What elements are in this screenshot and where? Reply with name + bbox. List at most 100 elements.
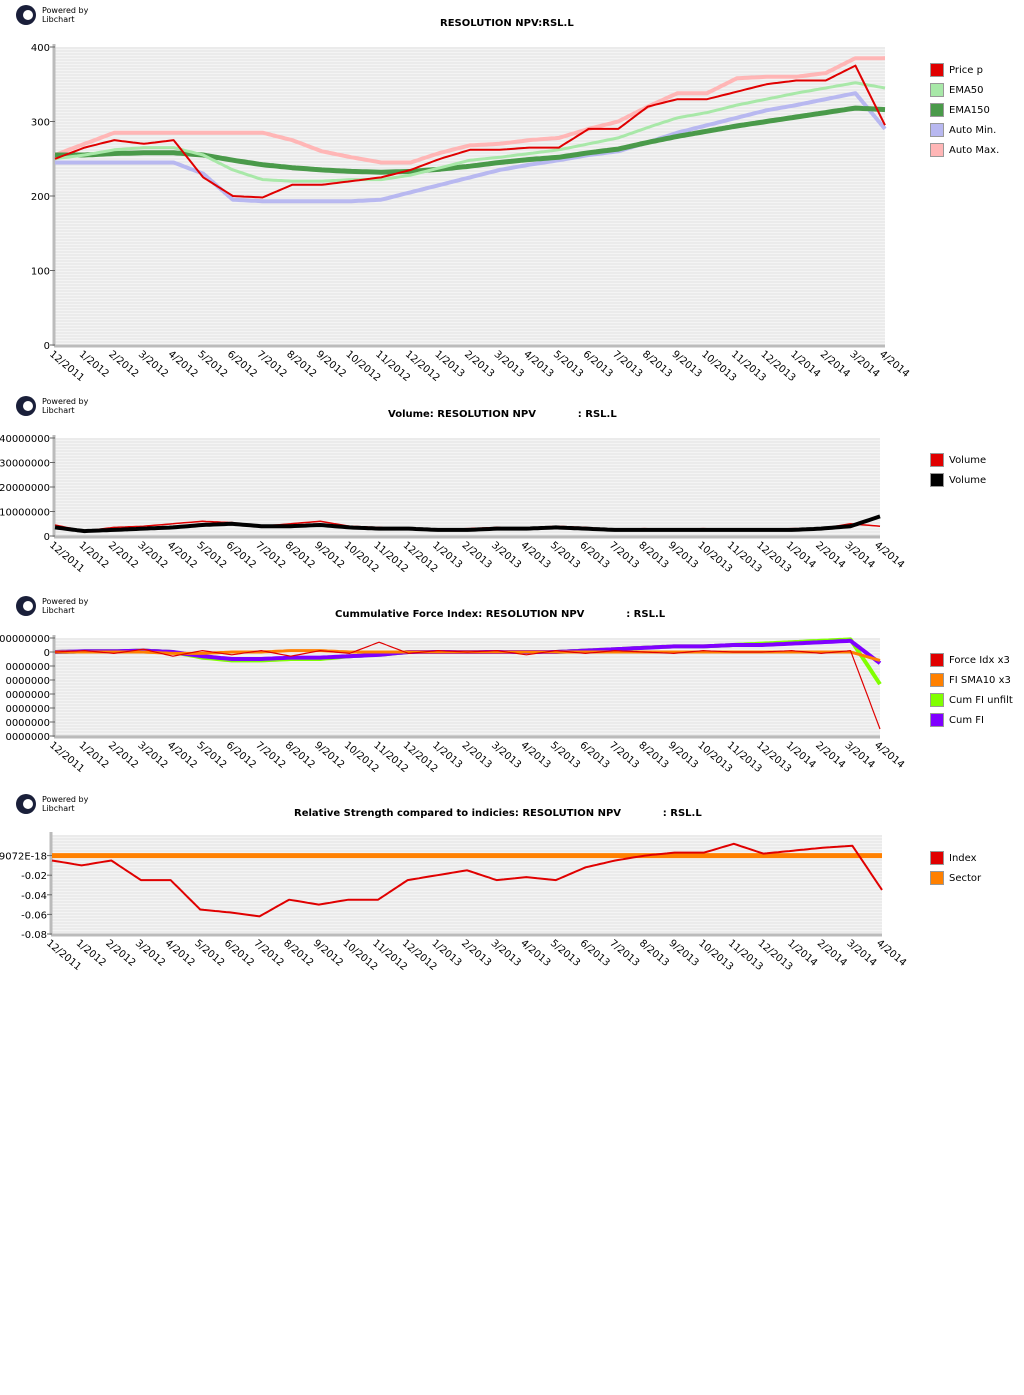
x-tick-label: 6/2012 bbox=[222, 938, 256, 969]
legend-label: Cum FI unfilt bbox=[949, 694, 1013, 706]
logo-line2: Libchart bbox=[42, 606, 75, 615]
y-tick-label: 400 bbox=[31, 43, 50, 54]
x-tick-label: 8/2012 bbox=[281, 938, 315, 969]
logo-text: Powered by Libchart bbox=[42, 6, 88, 24]
x-tick-label: 2/2013 bbox=[459, 938, 493, 969]
legend-swatch bbox=[930, 63, 944, 77]
legend-swatch bbox=[930, 473, 944, 487]
logo-text: Powered by Libchart bbox=[42, 597, 88, 615]
y-tick-label: 300 bbox=[31, 118, 50, 129]
logo-text: Powered by Libchart bbox=[42, 397, 88, 415]
libchart-logo-icon bbox=[16, 5, 36, 25]
legend-item: Force Idx x3 bbox=[930, 650, 1013, 670]
libchart-logo-icon bbox=[16, 396, 36, 416]
legend-item: Volume bbox=[930, 450, 986, 470]
logo-line2: Libchart bbox=[42, 804, 75, 813]
libchart-logo: Powered by Libchart bbox=[16, 396, 88, 416]
y-tick-label: 30000000 bbox=[0, 459, 50, 470]
legend-swatch bbox=[930, 83, 944, 97]
legend-item: Index bbox=[930, 848, 981, 868]
legend-label: Force Idx x3 bbox=[949, 654, 1010, 666]
legend-swatch bbox=[930, 713, 944, 727]
y-tick-label: 10000000 bbox=[0, 508, 50, 519]
libchart-logo-icon bbox=[16, 794, 36, 814]
x-tick-label: 4/2014 bbox=[874, 938, 908, 969]
series-line-auto-min- bbox=[55, 91, 887, 204]
libchart-logo: Powered by Libchart bbox=[16, 794, 88, 814]
x-tick-label: 7/2012 bbox=[252, 938, 286, 969]
x-tick-label: 4/2013 bbox=[518, 938, 552, 969]
legend: Index Sector bbox=[930, 848, 981, 888]
legend-swatch bbox=[930, 851, 944, 865]
x-tick-label: 3/2012 bbox=[133, 938, 167, 969]
series-line-volume bbox=[54, 514, 881, 534]
legend-label: EMA150 bbox=[949, 104, 990, 116]
libchart-logo: Powered by Libchart bbox=[16, 5, 88, 25]
legend-item: EMA150 bbox=[930, 100, 999, 120]
chart-title: Relative Strength compared to indicies: … bbox=[294, 808, 702, 819]
series-line-force-idx-x3 bbox=[54, 641, 881, 730]
chart-title: Volume: RESOLUTION NPV : RSL.L bbox=[388, 409, 617, 420]
legend: Price p EMA50 EMA150 Auto Min. Auto Max. bbox=[930, 60, 999, 160]
y-tick-label: -0.04 bbox=[21, 891, 47, 902]
x-tick-label: 8/2013 bbox=[637, 938, 671, 969]
logo-line1: Powered by bbox=[42, 6, 89, 15]
legend-swatch bbox=[930, 673, 944, 687]
y-tick-label: -0.08 bbox=[21, 930, 47, 941]
legend: Volume Volume bbox=[930, 450, 986, 490]
chart-title: Cummulative Force Index: RESOLUTION NPV … bbox=[335, 609, 666, 620]
legend-item: FI SMA10 x3 bbox=[930, 670, 1013, 690]
x-tick-label: 6/2013 bbox=[578, 938, 612, 969]
x-tick-label: 9/2013 bbox=[667, 938, 701, 969]
logo-line1: Powered by bbox=[42, 397, 89, 406]
legend-item: Auto Max. bbox=[930, 140, 999, 160]
legend-swatch bbox=[930, 693, 944, 707]
legend: Force Idx x3 FI SMA10 x3 Cum FI unfilt Cum … bbox=[930, 650, 1013, 730]
legend-item: Sector bbox=[930, 868, 981, 888]
logo-line1: Powered by bbox=[42, 597, 89, 606]
legend-label: Auto Max. bbox=[949, 144, 1000, 156]
y-tick-label: 200 bbox=[31, 192, 50, 203]
logo-line2: Libchart bbox=[42, 406, 75, 415]
legend-label: Sector bbox=[949, 872, 982, 884]
legend-item: Price p bbox=[930, 60, 999, 80]
x-tick-label: 2/2014 bbox=[815, 938, 849, 969]
legend-item: Auto Min. bbox=[930, 120, 999, 140]
series-line-auto-max- bbox=[54, 56, 886, 165]
plot-background bbox=[55, 47, 885, 345]
x-tick-label: 3/2014 bbox=[844, 938, 878, 969]
y-tick-label: 20000000 bbox=[0, 483, 50, 494]
logo-text: Powered by Libchart bbox=[42, 795, 88, 813]
y-tick-label: -0.06 bbox=[21, 910, 47, 921]
y-tick-label: 9072E-18 bbox=[0, 852, 47, 863]
x-tick-label: 4/2012 bbox=[163, 938, 197, 969]
legend-label: EMA50 bbox=[949, 84, 984, 96]
series-line-price-p bbox=[54, 64, 886, 199]
legend-label: Volume bbox=[949, 454, 987, 466]
series-line-ema150 bbox=[55, 105, 886, 175]
legend-label: Price p bbox=[949, 64, 983, 76]
series-line-ema50 bbox=[54, 81, 886, 183]
legend-swatch bbox=[930, 871, 944, 885]
legend-label: FI SMA10 x3 bbox=[949, 674, 1011, 686]
x-tick-label: 5/2013 bbox=[548, 938, 582, 969]
legend-label: Cum FI bbox=[949, 714, 984, 726]
legend-label: Index bbox=[949, 852, 977, 864]
legend-swatch bbox=[930, 143, 944, 157]
y-tick-label: 0000000 bbox=[5, 690, 50, 701]
libchart-logo: Powered by Libchart bbox=[16, 596, 88, 616]
y-tick-label: 0000000 bbox=[5, 662, 50, 673]
x-tick-label: 5/2012 bbox=[192, 938, 226, 969]
logo-line2: Libchart bbox=[42, 15, 75, 24]
y-tick-label: 0000000 bbox=[5, 704, 50, 715]
chart-title: RESOLUTION NPV:RSL.L bbox=[440, 18, 574, 29]
y-tick-label: 40000000 bbox=[0, 434, 50, 445]
legend-swatch bbox=[930, 453, 944, 467]
legend-swatch bbox=[930, 123, 944, 137]
series-line-index bbox=[51, 842, 883, 918]
y-tick-label: 0000000 bbox=[5, 718, 50, 729]
x-tick-label: 3/2013 bbox=[489, 938, 523, 969]
